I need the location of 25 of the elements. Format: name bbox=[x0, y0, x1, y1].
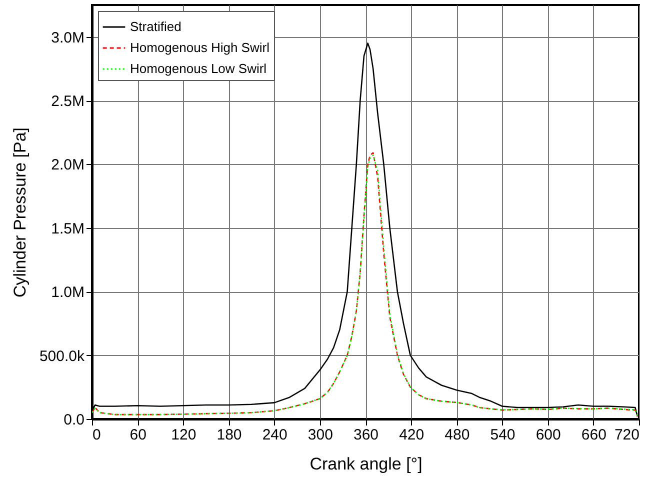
x-tick-label: 120 bbox=[171, 426, 196, 444]
x-tick-label: 0 bbox=[92, 426, 101, 444]
y-tick-label: 2.0M bbox=[51, 156, 84, 174]
y-tick-label: 0.0 bbox=[64, 412, 84, 428]
x-tick-label: 480 bbox=[444, 426, 470, 444]
y-tick-label: 3.0M bbox=[51, 29, 84, 46]
legend-label: Homogenous High Swirl bbox=[130, 40, 270, 55]
y-tick-label: 500.0k bbox=[39, 348, 85, 365]
x-tick-label: 600 bbox=[536, 426, 561, 444]
y-tick-label: 2.5M bbox=[51, 93, 84, 110]
x-tick-label: 360 bbox=[353, 426, 379, 444]
x-tick-label: 180 bbox=[216, 426, 242, 444]
y-tick-label: 1.5M bbox=[51, 220, 84, 238]
x-tick-label: 240 bbox=[262, 426, 288, 444]
x-tick-label: 540 bbox=[490, 426, 516, 444]
x-tick-label: 720 bbox=[614, 426, 640, 444]
x-tick-label: 60 bbox=[130, 426, 146, 444]
x-tick-label: 300 bbox=[308, 426, 333, 444]
x-tick-label: 660 bbox=[581, 426, 606, 444]
x-tick-label: 420 bbox=[399, 426, 424, 444]
legend-label: Stratified bbox=[130, 19, 182, 34]
y-axis-title: Cylinder Pressure [Pa] bbox=[10, 127, 30, 298]
y-tick-label: 1.0M bbox=[51, 284, 84, 302]
legend-label: Homogenous Low Swirl bbox=[130, 61, 267, 76]
x-axis-title: Crank angle [°] bbox=[310, 454, 422, 474]
